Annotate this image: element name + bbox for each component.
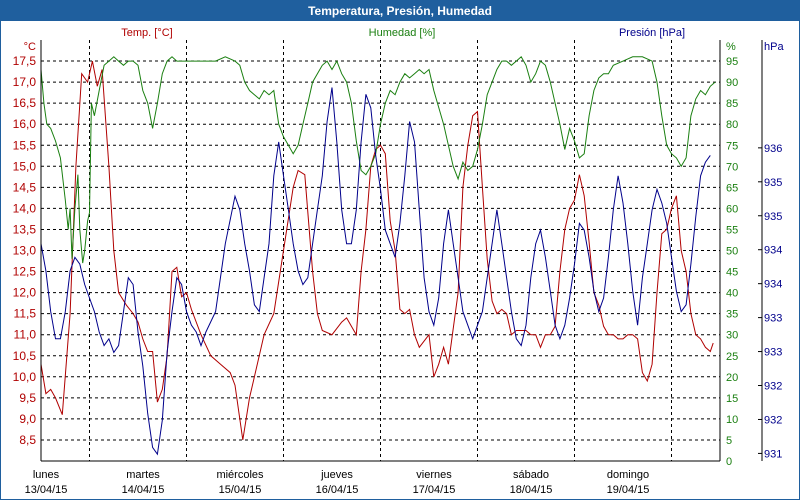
humidity-tick-label: 45 (726, 267, 738, 279)
x-date-label: 17/04/15 (413, 484, 456, 496)
temperature-tick-label: 14,0 (13, 201, 37, 215)
x-date-label: 18/04/15 (510, 484, 553, 496)
pressure-tick-label: 935 (764, 211, 782, 223)
x-day-label: miércoles (216, 469, 264, 481)
temperature-tick-label: 17,0 (13, 75, 37, 89)
grid-lines (41, 40, 720, 461)
humidity-tick-label: 10 (726, 414, 738, 426)
temperature-line (40, 60, 714, 440)
humidity-axis-title: Humedad [%] (369, 27, 436, 39)
x-date-label: 16/04/15 (316, 484, 359, 496)
temperature-tick-label: 17,5 (13, 54, 37, 68)
temperature-tick-label: 13,5 (13, 222, 37, 236)
temperature-tick-label: 9,5 (19, 391, 36, 405)
humidity-tick-label: 15 (726, 393, 738, 405)
temperature-tick-label: 12,0 (13, 286, 37, 300)
pressure-tick-label: 935 (764, 177, 782, 189)
temperature-tick-label: 9,0 (19, 412, 36, 426)
x-day-label: jueves (320, 469, 353, 481)
temperature-unit-label: °C (24, 41, 36, 53)
humidity-tick-label: 90 (726, 77, 738, 89)
x-date-label: 15/04/15 (219, 484, 262, 496)
temperature-tick-label: 8,5 (19, 433, 36, 447)
humidity-tick-label: 85 (726, 98, 738, 110)
temperature-tick-label: 11,0 (14, 328, 37, 342)
pressure-tick-label: 932 (764, 381, 782, 393)
x-date-label: 13/04/15 (25, 484, 68, 496)
humidity-tick-label: 35 (726, 309, 738, 321)
pressure-tick-label: 934 (764, 245, 782, 257)
x-day-label: sábado (513, 469, 549, 481)
temperature-axis-title: Temp. [°C] (121, 27, 172, 39)
humidity-tick-label: 30 (726, 330, 738, 342)
pressure-unit-label: hPa (764, 41, 784, 53)
temperature-tick-label: 10,0 (13, 370, 37, 384)
x-day-label: viernes (416, 469, 452, 481)
pressure-tick-label: 931 (764, 448, 782, 460)
pressure-tick-label: 934 (764, 279, 782, 291)
pressure-tick-label: 933 (764, 347, 782, 359)
humidity-tick-label: 80 (726, 119, 738, 131)
pressure-tick-label: 933 (764, 313, 782, 325)
temperature-tick-label: 10,5 (13, 349, 37, 363)
temperature-tick-label: 15,0 (13, 159, 37, 173)
humidity-tick-label: 25 (726, 351, 738, 363)
humidity-tick-label: 5 (726, 435, 732, 447)
x-date-label: 19/04/15 (607, 484, 650, 496)
temperature-tick-label: 11,5 (14, 307, 37, 321)
humidity-line (40, 56, 716, 264)
humidity-tick-label: 20 (726, 372, 738, 384)
humidity-tick-label: 60 (726, 203, 738, 215)
humidity-tick-label: 95 (726, 56, 738, 68)
temperature-tick-label: 16,5 (13, 96, 37, 110)
x-date-label: 14/04/15 (122, 484, 165, 496)
humidity-tick-label: 0 (726, 456, 732, 468)
humidity-tick-label: 50 (726, 246, 738, 258)
temperature-tick-label: 12,5 (13, 265, 37, 279)
pressure-line (40, 87, 711, 456)
axes-group (40, 40, 763, 462)
temperature-tick-label: 13,0 (13, 244, 37, 258)
chart-title: Temperatura, Presión, Humedad (1, 1, 799, 21)
humidity-tick-label: 65 (726, 182, 738, 194)
x-day-label: lunes (33, 469, 60, 481)
pressure-axis-title: Presión [hPa] (619, 27, 685, 39)
humidity-unit-label: % (726, 41, 736, 53)
axis-labels: 8,5 9,0 9,5 10,0 10,5 11,0 11,5 12,0 12,5 13,0 13,… (13, 27, 785, 496)
humidity-tick-label: 70 (726, 161, 738, 173)
x-day-label: domingo (607, 469, 649, 481)
pressure-tick-label: 932 (764, 414, 782, 426)
temperature-tick-label: 16,0 (13, 117, 37, 131)
humidity-tick-label: 55 (726, 224, 738, 236)
humidity-tick-label: 75 (726, 140, 738, 152)
temperature-tick-label: 15,5 (13, 138, 37, 152)
temperature-tick-label: 14,5 (13, 180, 37, 194)
x-day-label: martes (126, 469, 160, 481)
series-group (40, 56, 716, 456)
humidity-tick-label: 40 (726, 288, 738, 300)
pressure-tick-label: 936 (764, 143, 782, 155)
